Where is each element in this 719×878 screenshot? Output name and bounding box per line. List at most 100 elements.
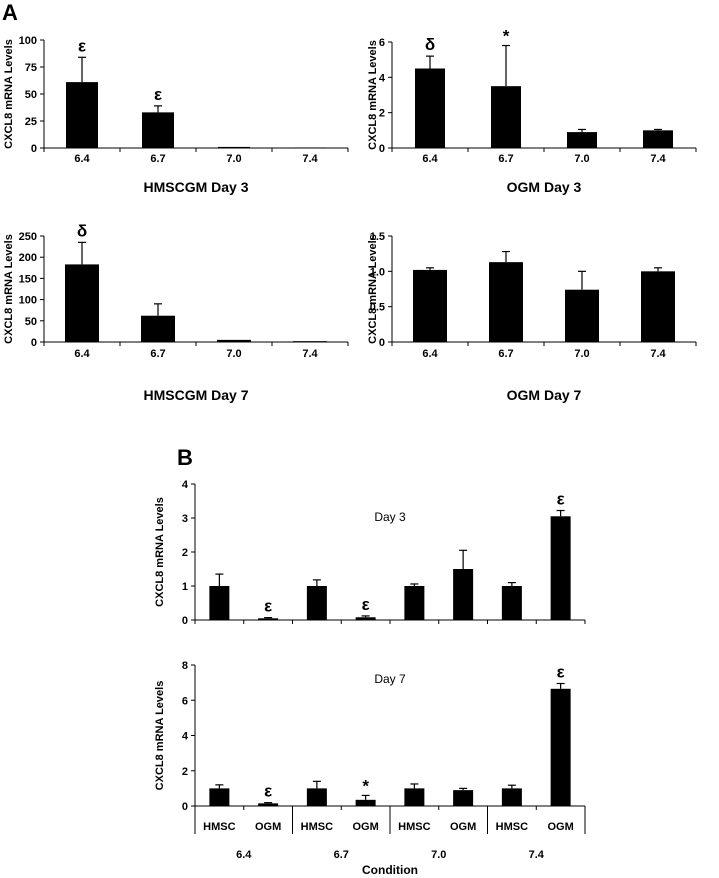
significance-mark: ε bbox=[557, 663, 565, 682]
x-tick-label: 6.4 bbox=[422, 153, 438, 165]
x-tick-label: 7.0 bbox=[226, 348, 241, 360]
x-tick-label: HMSC bbox=[496, 821, 528, 833]
bar bbox=[355, 617, 376, 620]
bar bbox=[217, 339, 251, 342]
significance-mark: δ bbox=[77, 221, 87, 240]
bar bbox=[306, 788, 327, 806]
y-tick-label: 50 bbox=[25, 316, 37, 328]
y-tick-label: 1 bbox=[182, 581, 188, 593]
significance-mark: ε bbox=[264, 597, 272, 616]
bar bbox=[453, 790, 474, 806]
x-tick-label: 7.4 bbox=[302, 348, 318, 360]
significance-mark: ε bbox=[78, 36, 86, 55]
chart-5: 0 1 2 3 4 ε ε ε CXCL8 mRNA Levels Day 3 bbox=[154, 479, 586, 627]
bar bbox=[65, 264, 99, 342]
y-tick-label: 200 bbox=[19, 252, 37, 264]
y-tick-label: 0 bbox=[379, 337, 385, 349]
bar bbox=[491, 86, 521, 148]
chart-1: 0 25 50 75 100 ε 6.4 ε 6.7 7.0 7.4 CXCL8 mRNA Level… bbox=[3, 35, 349, 195]
bar bbox=[550, 688, 571, 806]
bar bbox=[258, 803, 279, 806]
panel-label-a: A bbox=[2, 0, 18, 25]
y-tick-label: 150 bbox=[19, 273, 37, 285]
y-tick-label: 75 bbox=[25, 62, 37, 74]
bar bbox=[218, 146, 250, 148]
x-tick-label: 6.7 bbox=[150, 153, 165, 165]
y-tick-label: 4 bbox=[182, 731, 189, 743]
chart-title: Day 7 bbox=[374, 672, 406, 686]
y-tick-label: 6 bbox=[182, 695, 188, 707]
y-tick-label: 25 bbox=[25, 116, 37, 128]
bar bbox=[415, 68, 445, 148]
bar bbox=[306, 586, 327, 620]
y-tick-label: 1.0 bbox=[370, 266, 385, 278]
x-tick-label: 6.7 bbox=[498, 348, 513, 360]
x-tick-label: 7.4 bbox=[650, 153, 666, 165]
significance-mark: δ bbox=[425, 35, 435, 54]
significance-mark: * bbox=[503, 27, 510, 46]
y-axis-label: CXCL8 mRNA Levels bbox=[3, 39, 15, 149]
bar bbox=[501, 586, 522, 620]
bar bbox=[565, 289, 599, 342]
y-axis-label: CXCL8 mRNA Levels bbox=[3, 234, 15, 344]
group-label: 6.7 bbox=[334, 849, 349, 861]
y-tick-label: 2 bbox=[182, 547, 188, 559]
chart-title: Day 3 bbox=[374, 510, 406, 524]
x-tick-label: 6.4 bbox=[74, 153, 90, 165]
bar bbox=[641, 271, 675, 342]
y-axis-label: CXCL8 mRNA Levels bbox=[154, 681, 166, 791]
bar bbox=[453, 569, 474, 620]
bar bbox=[142, 112, 174, 148]
y-tick-label: 4 bbox=[182, 479, 189, 491]
y-tick-label: 0 bbox=[182, 801, 188, 813]
y-axis-label: CXCL8 mRNA Levels bbox=[367, 40, 379, 150]
x-axis-title: OGM Day 3 bbox=[507, 179, 582, 195]
y-tick-label: 50 bbox=[25, 89, 37, 101]
bar bbox=[413, 269, 447, 342]
y-tick-label: 1.5 bbox=[370, 231, 385, 243]
x-tick-label: OGM bbox=[450, 821, 476, 833]
y-tick-label: 0 bbox=[182, 615, 188, 627]
x-tick-label: OGM bbox=[547, 821, 573, 833]
chart-2: 0 2 4 6 δ 6.4 * 6.7 7.0 7.4 CXCL8 mRNA Levels OGM D… bbox=[367, 27, 697, 195]
y-tick-label: 0 bbox=[379, 143, 385, 155]
bar bbox=[550, 516, 571, 620]
y-tick-label: 8 bbox=[182, 660, 188, 672]
bar bbox=[293, 341, 327, 342]
x-axis-title: HMSCGM Day 3 bbox=[143, 179, 248, 195]
bar bbox=[355, 799, 376, 806]
group-label: 6.4 bbox=[236, 849, 252, 861]
significance-mark: ε bbox=[557, 490, 565, 509]
bar bbox=[141, 315, 175, 342]
y-tick-label: 2 bbox=[379, 108, 385, 120]
group-label: 7.0 bbox=[431, 849, 446, 861]
chart-4: 0 0.5 1.0 1.5 6.4 6.7 7.0 7.4 CXCL8 mRNA Levels O… bbox=[367, 231, 697, 403]
x-axis-title: OGM Day 7 bbox=[507, 387, 582, 403]
bar bbox=[258, 618, 279, 620]
panel-label-b: B bbox=[177, 445, 193, 470]
y-tick-label: 4 bbox=[379, 72, 386, 84]
x-tick-label: 7.0 bbox=[226, 153, 241, 165]
bar bbox=[66, 82, 98, 148]
y-axis-label: CXCL8 mRNA Levels bbox=[154, 497, 166, 607]
group-label: 7.4 bbox=[529, 849, 545, 861]
y-tick-label: 0 bbox=[31, 337, 37, 349]
x-tick-label: HMSC bbox=[301, 821, 333, 833]
x-axis-title: Condition bbox=[362, 863, 418, 877]
y-tick-label: 0 bbox=[31, 143, 37, 155]
y-tick-label: 6 bbox=[379, 37, 385, 49]
significance-mark: ε bbox=[362, 595, 370, 614]
x-tick-label: 6.7 bbox=[150, 348, 165, 360]
y-tick-label: 100 bbox=[19, 35, 37, 47]
x-tick-label: 7.0 bbox=[574, 153, 589, 165]
bar bbox=[489, 262, 523, 342]
bar bbox=[209, 788, 230, 806]
x-tick-label: 6.7 bbox=[498, 153, 513, 165]
x-tick-label: 7.4 bbox=[650, 348, 666, 360]
x-tick-label: OGM bbox=[352, 821, 378, 833]
bar bbox=[294, 147, 326, 149]
y-tick-label: 250 bbox=[19, 231, 37, 243]
y-tick-label: 3 bbox=[182, 513, 188, 525]
